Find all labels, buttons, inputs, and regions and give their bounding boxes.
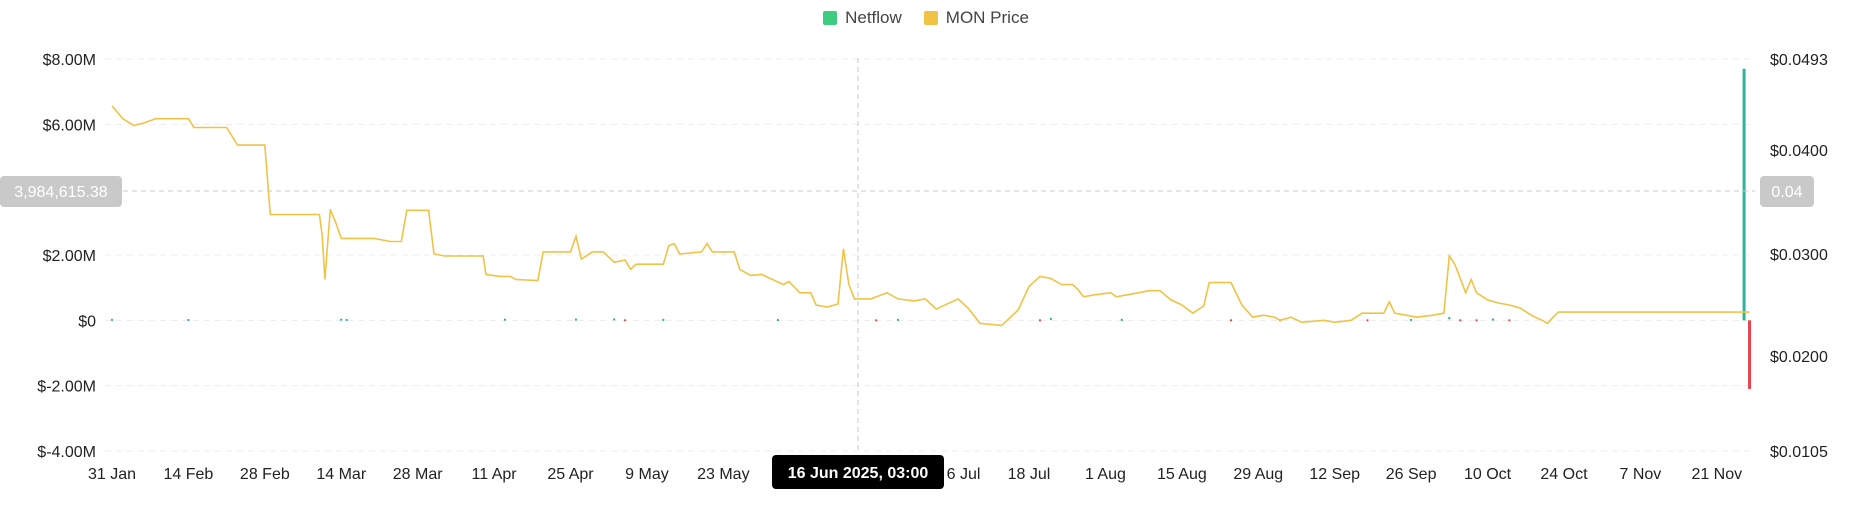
netflow-bar xyxy=(662,318,665,321)
right-tick-label: $0.0300 xyxy=(1770,247,1828,264)
right-axis-ticks: $0.0493 $0.0400 $0.0300 $0.0200 $0.0105 xyxy=(1770,52,1828,461)
x-tick-label: 1 Aug xyxy=(1085,466,1126,483)
right-tick-label: $0.0105 xyxy=(1770,444,1828,461)
netflow-bar xyxy=(624,319,627,322)
x-tick-label: 6 Jul xyxy=(947,466,981,483)
x-tick-label: 25 Apr xyxy=(547,466,594,483)
x-tick-label: 23 May xyxy=(697,466,749,483)
crosshair-right-badge xyxy=(1760,176,1814,207)
price-line xyxy=(111,105,1750,327)
legend-item-price[interactable]: MON Price xyxy=(923,8,1029,28)
left-axis-ticks: $8.00M $6.00M $2.00M $0 $-2.00M $-4.00M xyxy=(37,52,96,461)
left-tick-label: $0 xyxy=(78,313,96,330)
left-tick-label: $2.00M xyxy=(43,248,96,265)
netflow-bars xyxy=(111,68,1752,389)
crosshair-date-badge xyxy=(772,455,944,489)
netflow-bar xyxy=(897,318,900,321)
right-tick-label: $0.0200 xyxy=(1770,349,1828,366)
crosshair-left-value: 3,984,615.38 xyxy=(14,184,108,201)
right-tick-label: $0.0493 xyxy=(1770,52,1828,69)
netflow-bar xyxy=(1475,319,1478,322)
x-tick-label: 14 Feb xyxy=(164,466,214,483)
x-tick-label: 9 May xyxy=(625,466,669,483)
x-tick-label: 26 Sep xyxy=(1386,466,1437,483)
legend-label-price: MON Price xyxy=(945,8,1029,27)
netflow-bar xyxy=(875,319,878,322)
netflow-bar xyxy=(187,319,190,322)
netflow-bar xyxy=(574,318,577,321)
netflow-bar xyxy=(504,318,507,321)
netflow-bar xyxy=(1491,318,1494,321)
netflow-swatch xyxy=(823,11,838,25)
left-tick-label: $6.00M xyxy=(43,117,96,134)
netflow-bar xyxy=(1410,318,1413,321)
x-tick-label: 28 Mar xyxy=(393,466,443,483)
left-tick-label: $8.00M xyxy=(43,52,96,69)
netflow-bar xyxy=(111,318,113,321)
x-tick-label: 10 Oct xyxy=(1464,466,1512,483)
crosshair-left-badge xyxy=(0,176,122,207)
netflow-bar xyxy=(1748,320,1752,389)
netflow-bar xyxy=(613,318,616,321)
netflow-bar xyxy=(1229,319,1232,322)
netflow-bar xyxy=(1366,319,1369,322)
crosshair-date-value: 16 Jun 2025, 03:00 xyxy=(788,465,929,482)
x-tick-label: 11 Apr xyxy=(472,466,518,483)
netflow-bar xyxy=(776,319,779,322)
netflow-bar xyxy=(1742,68,1746,321)
x-tick-label: 12 Sep xyxy=(1309,466,1360,483)
x-tick-label: 28 Feb xyxy=(240,466,290,483)
legend-item-netflow[interactable]: Netflow xyxy=(823,8,902,28)
crosshair xyxy=(105,58,1755,455)
x-tick-label: 31 Jan xyxy=(88,466,136,483)
grid xyxy=(105,58,1755,452)
netflow-bar xyxy=(1120,318,1123,321)
legend-label-netflow: Netflow xyxy=(845,8,902,27)
x-tick-label: 7 Nov xyxy=(1619,466,1661,483)
x-tick-label: 15 Aug xyxy=(1157,466,1207,483)
price-swatch xyxy=(923,11,938,25)
x-tick-label: 21 Nov xyxy=(1691,466,1742,483)
crosshair-right-value: 0.04 xyxy=(1771,184,1802,201)
netflow-bar xyxy=(1038,319,1041,322)
x-tick-label: 29 Aug xyxy=(1233,466,1283,483)
x-tick-label: 14 Mar xyxy=(316,466,366,483)
x-tick-label: 18 Jul xyxy=(1008,466,1051,483)
netflow-bar xyxy=(1459,319,1462,322)
netflow-bar xyxy=(340,318,343,321)
left-tick-label: $-2.00M xyxy=(37,379,96,396)
netflow-bar xyxy=(1508,319,1511,322)
crosshair-labels: 3,984,615.38 0.04 16 Jun 2025, 03:00 xyxy=(0,176,1814,489)
right-tick-label: $0.0400 xyxy=(1770,143,1828,160)
netflow-bar xyxy=(1049,317,1052,320)
chart-legend: Netflow MON Price xyxy=(0,8,1852,28)
x-tick-label: 24 Oct xyxy=(1540,466,1588,483)
x-axis-ticks: 31 Jan 14 Feb 28 Feb 14 Mar 28 Mar 11 Apr 25 A… xyxy=(88,466,1742,483)
netflow-bar xyxy=(1448,317,1451,320)
netflow-bar xyxy=(345,318,348,321)
left-tick-label: $-4.00M xyxy=(37,444,96,461)
